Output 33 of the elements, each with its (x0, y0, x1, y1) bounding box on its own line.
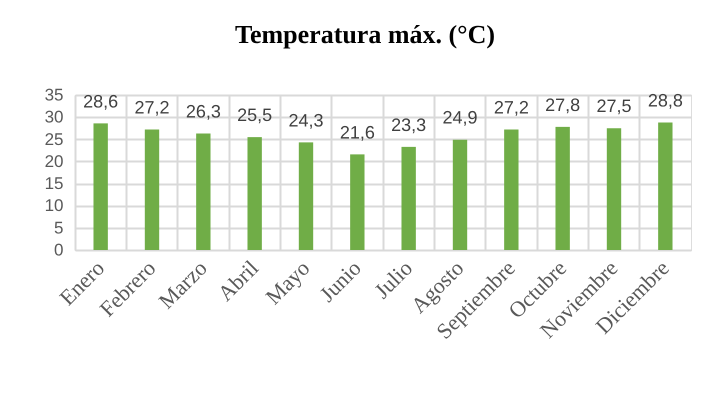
bar (555, 126, 570, 250)
data-label: 24,3 (288, 110, 324, 130)
bar (658, 122, 673, 250)
bar (606, 128, 622, 250)
data-label: 24,9 (442, 108, 478, 128)
bar (247, 137, 262, 250)
bar (144, 130, 160, 250)
bar (504, 130, 519, 250)
bar (401, 146, 416, 250)
data-label: 27,5 (596, 96, 632, 116)
data-label: 21,6 (340, 122, 375, 142)
y-tick-label: 10 (44, 196, 64, 216)
bar (298, 142, 314, 250)
y-tick-label: 5 (54, 218, 64, 238)
data-label: 27,2 (494, 98, 529, 118)
y-tick-label: 30 (44, 108, 64, 127)
y-tick-label: 25 (44, 130, 64, 149)
data-label: 25,5 (237, 105, 272, 126)
data-label: 28,8 (648, 90, 683, 110)
data-label: 27,2 (134, 98, 170, 118)
data-label: 23,3 (391, 114, 426, 135)
data-label: 26,3 (186, 102, 221, 122)
data-label: 28,6 (83, 91, 118, 112)
y-tick-label: 20 (44, 152, 64, 171)
bar (452, 140, 468, 250)
bar (93, 123, 108, 250)
y-tick-label: 0 (54, 240, 64, 260)
bar (350, 154, 365, 250)
y-tick-label: 35 (44, 86, 64, 104)
chart-title: Temperatura máx. (°C) (235, 20, 495, 49)
y-tick-label: 15 (44, 174, 64, 194)
data-label: 27,8 (545, 94, 580, 115)
bar (196, 134, 211, 250)
